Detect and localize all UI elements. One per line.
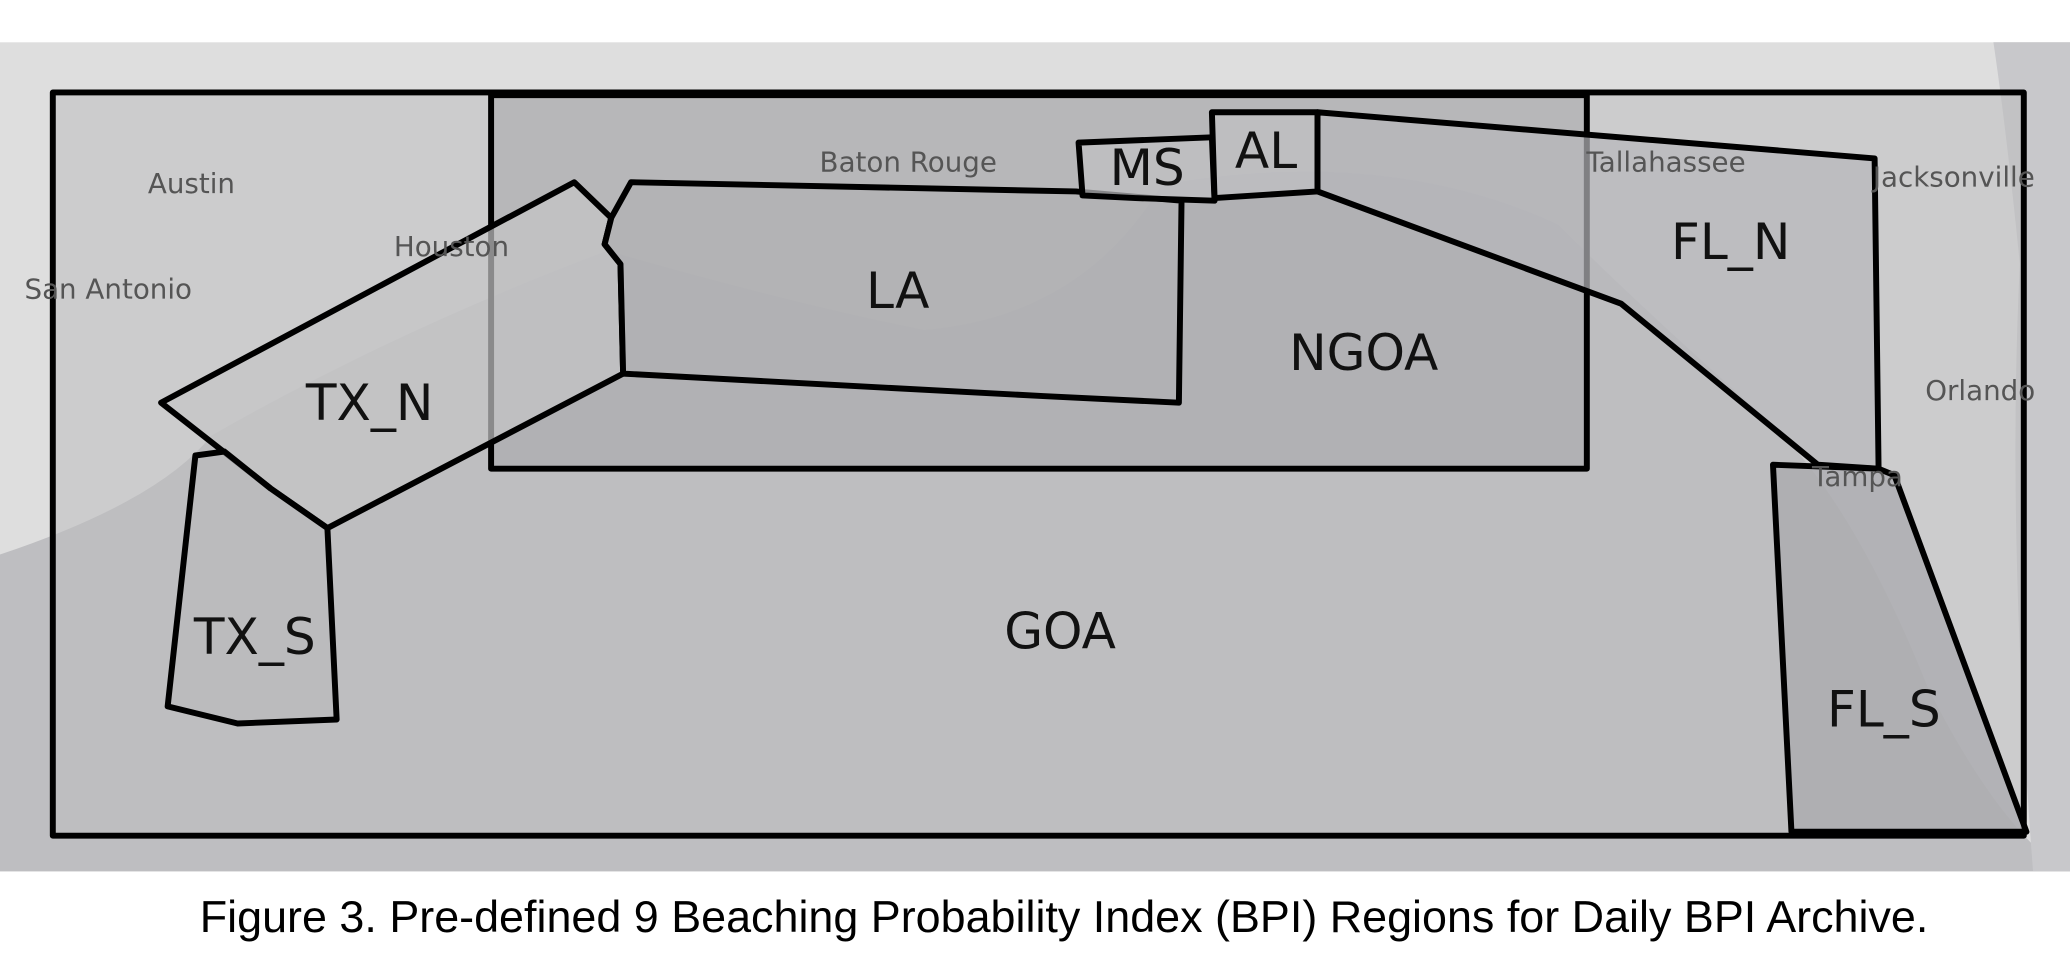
city-label: Austin [148, 167, 235, 200]
region-label: NGOA [1289, 323, 1438, 382]
atlantic [1993, 42, 2070, 872]
labels: Austin Houston San Antonio Baton Rouge Talla… [24, 121, 2035, 738]
region-label: FL_N [1671, 212, 1790, 271]
ms-region [1075, 134, 1218, 204]
city-label: San Antonio [24, 272, 192, 305]
region-label: TX_N [305, 373, 434, 432]
city-label: Houston [394, 230, 509, 263]
region-label: GOA [1004, 602, 1116, 661]
region-label: TX_S [193, 607, 316, 666]
city-label: Tampa [1811, 460, 1903, 493]
region-label: FL_S [1827, 679, 1941, 738]
caption: Figure 3. Pre-defined 9 Beaching Probabi… [200, 891, 1929, 942]
region-label: AL [1235, 121, 1297, 180]
fl-s-region [1769, 461, 2030, 835]
tx-s-region [164, 448, 340, 727]
region-label: MS [1110, 138, 1185, 197]
city-label: Tallahassee [1585, 146, 1745, 179]
city-label: Baton Rouge [820, 146, 997, 179]
city-label: Jacksonville [1871, 160, 2035, 193]
region-label: LA [866, 261, 929, 320]
city-label: Orlando [1925, 374, 2035, 407]
